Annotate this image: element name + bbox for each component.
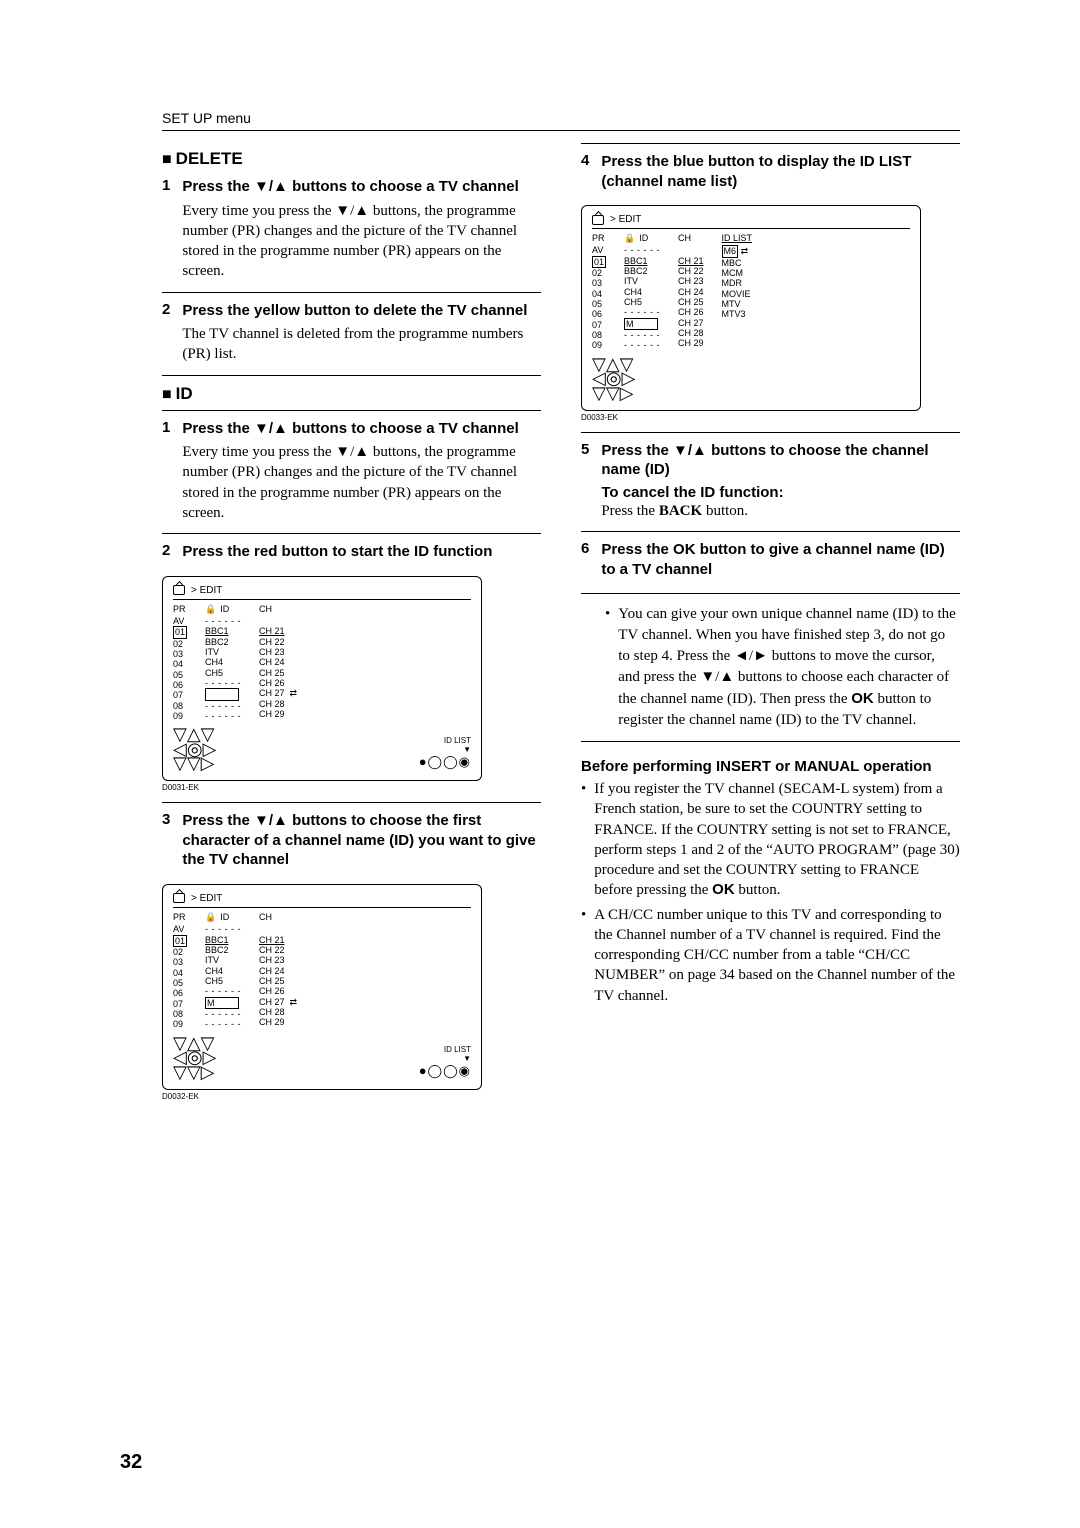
lock-icon: 🔒 (624, 233, 635, 243)
step-body: The TV channel is deleted from the progr… (182, 324, 541, 365)
osd-id-col: 🔒ID - - - - - - BBC1 BBC2ITV CH4CH5 - - … (205, 912, 241, 1030)
osd-breadcrumb: > EDIT (191, 893, 222, 904)
remote-icon: ▽△▽◁◎▷▽▽▷ (173, 1036, 216, 1079)
step-6: 6 Press the OK button to give a channel … (581, 531, 960, 583)
remote-icon: ▽△▽◁◎▷▽▽▷ (592, 357, 635, 400)
step-number: 6 (581, 540, 589, 583)
lock-icon: 🔒 (205, 912, 216, 922)
osd-id-col: 🔒ID - - - - - - BBC1 BBC2ITV CH4CH5 - - … (205, 604, 241, 722)
page-header: SET UP menu (162, 110, 960, 131)
id-heading: ■ID (162, 375, 541, 404)
bullet-square-icon: ■ (162, 386, 172, 403)
figure-caption: D0032-EK (162, 1092, 541, 1101)
note-block: • You can give your own unique channel n… (581, 593, 960, 742)
delete-step-1: 1 Press the ▼/▲ buttons to choose a TV c… (162, 175, 541, 282)
idlist-label: ID LIST▼ (419, 736, 471, 754)
osd-ch-col: CH CH 21 CH 22CH 23 CH 24CH 25 CH 26 CH … (259, 604, 297, 722)
osd-pr-col: PR AV 01 0203 0405 0607 0809 (173, 912, 187, 1030)
osd-idlist-col: ID LIST M6 ⇄ MBCMCM MDRMOVIE MTVMTV3 (722, 233, 753, 351)
cursor-icon: ⇄ (290, 997, 298, 1007)
before-item-1: If you register the TV channel (SECAM-L … (594, 779, 960, 901)
page-number: 32 (120, 1451, 142, 1474)
step-number: 4 (581, 152, 589, 195)
color-buttons-icon: ●◯◯◉ (419, 1063, 471, 1079)
id-step-2: 2 Press the red button to start the ID f… (162, 533, 541, 566)
before-list: • If you register the TV channel (SECAM-… (581, 779, 960, 1006)
osd-breadcrumb: > EDIT (610, 214, 641, 225)
before-heading: Before performing INSERT or MANUAL opera… (581, 758, 960, 775)
cursor-icon: ⇄ (741, 246, 749, 256)
figure-caption: D0031-EK (162, 783, 541, 792)
bullet-dot-icon: • (581, 779, 586, 901)
osd-pr-col: PR AV 01 0203 0405 0607 0809 (592, 233, 606, 351)
delete-step-2: 2 Press the yellow button to delete the … (162, 292, 541, 365)
step-body: Every time you press the ▼/▲ buttons, th… (182, 442, 541, 523)
step-body: Every time you press the ▼/▲ buttons, th… (182, 201, 541, 282)
before-item-2: A CH/CC number unique to this TV and cor… (594, 905, 960, 1006)
id-step-1: 1 Press the ▼/▲ buttons to choose a TV c… (162, 410, 541, 524)
bullet-dot-icon: • (581, 905, 586, 1006)
osd-figure-c: > EDIT PR AV 01 0203 0405 0607 0809 🔒ID … (581, 205, 921, 411)
lock-icon: 🔒 (205, 604, 216, 614)
step-number: 1 (162, 419, 170, 524)
osd-ch-col: CH CH 21 CH 22CH 23 CH 24CH 25 CH 26CH 2… (678, 233, 704, 351)
remote-icon: ▽△▽◁◎▷▽▽▷ (173, 727, 216, 770)
main-columns: ■DELETE 1 Press the ▼/▲ buttons to choos… (162, 143, 960, 1101)
osd-breadcrumb: > EDIT (191, 585, 222, 596)
figure-caption: D0033-EK (581, 413, 960, 422)
note-text: You can give your own unique channel nam… (618, 604, 960, 731)
step-number: 5 (581, 441, 589, 521)
step-body: Press the BACK button. (601, 501, 960, 521)
step-title: Press the ▼/▲ buttons to choose a TV cha… (182, 419, 541, 439)
osd-ch-col: CH CH 21 CH 22CH 23 CH 24CH 25 CH 26 CH … (259, 912, 297, 1030)
idlist-label: ID LIST▼ (419, 1045, 471, 1063)
osd-figure-a: > EDIT PR AV 01 0203 0405 0607 0809 🔒ID … (162, 576, 482, 782)
step-title: Press the ▼/▲ buttons to choose the chan… (601, 441, 960, 480)
step-number: 1 (162, 177, 170, 282)
tv-icon (173, 893, 185, 903)
bullet-dot-icon: • (605, 604, 610, 731)
step-number: 2 (162, 301, 170, 365)
step-4: 4 Press the blue button to display the I… (581, 143, 960, 195)
right-column: 4 Press the blue button to display the I… (581, 143, 960, 1101)
tv-icon (592, 215, 604, 225)
delete-heading: ■DELETE (162, 149, 541, 169)
cursor-icon: ⇄ (290, 688, 298, 698)
osd-pr-col: PR AV 01 0203 0405 0607 0809 (173, 604, 187, 722)
tv-icon (173, 585, 185, 595)
step-title: Press the ▼/▲ buttons to choose a TV cha… (182, 177, 541, 197)
step-number: 2 (162, 542, 170, 566)
osd-id-col: 🔒ID - - - - - - BBC1 BBC2ITV CH4CH5 - - … (624, 233, 660, 351)
step-title: Press the OK button to give a channel na… (601, 540, 960, 579)
step-title: Press the ▼/▲ buttons to choose the firs… (182, 811, 541, 870)
color-buttons-icon: ●◯◯◉ (419, 754, 471, 770)
step-title: Press the blue button to display the ID … (601, 152, 960, 191)
step-5: 5 Press the ▼/▲ buttons to choose the ch… (581, 432, 960, 521)
step-number: 3 (162, 811, 170, 874)
bullet-square-icon: ■ (162, 151, 172, 168)
osd-figure-b: > EDIT PR AV 01 0203 0405 0607 0809 🔒ID … (162, 884, 482, 1090)
step-title: Press the red button to start the ID fun… (182, 542, 541, 562)
step-subtitle: To cancel the ID function: (601, 484, 960, 501)
left-column: ■DELETE 1 Press the ▼/▲ buttons to choos… (162, 143, 541, 1101)
id-step-3: 3 Press the ▼/▲ buttons to choose the fi… (162, 802, 541, 874)
step-title: Press the yellow button to delete the TV… (182, 301, 541, 321)
